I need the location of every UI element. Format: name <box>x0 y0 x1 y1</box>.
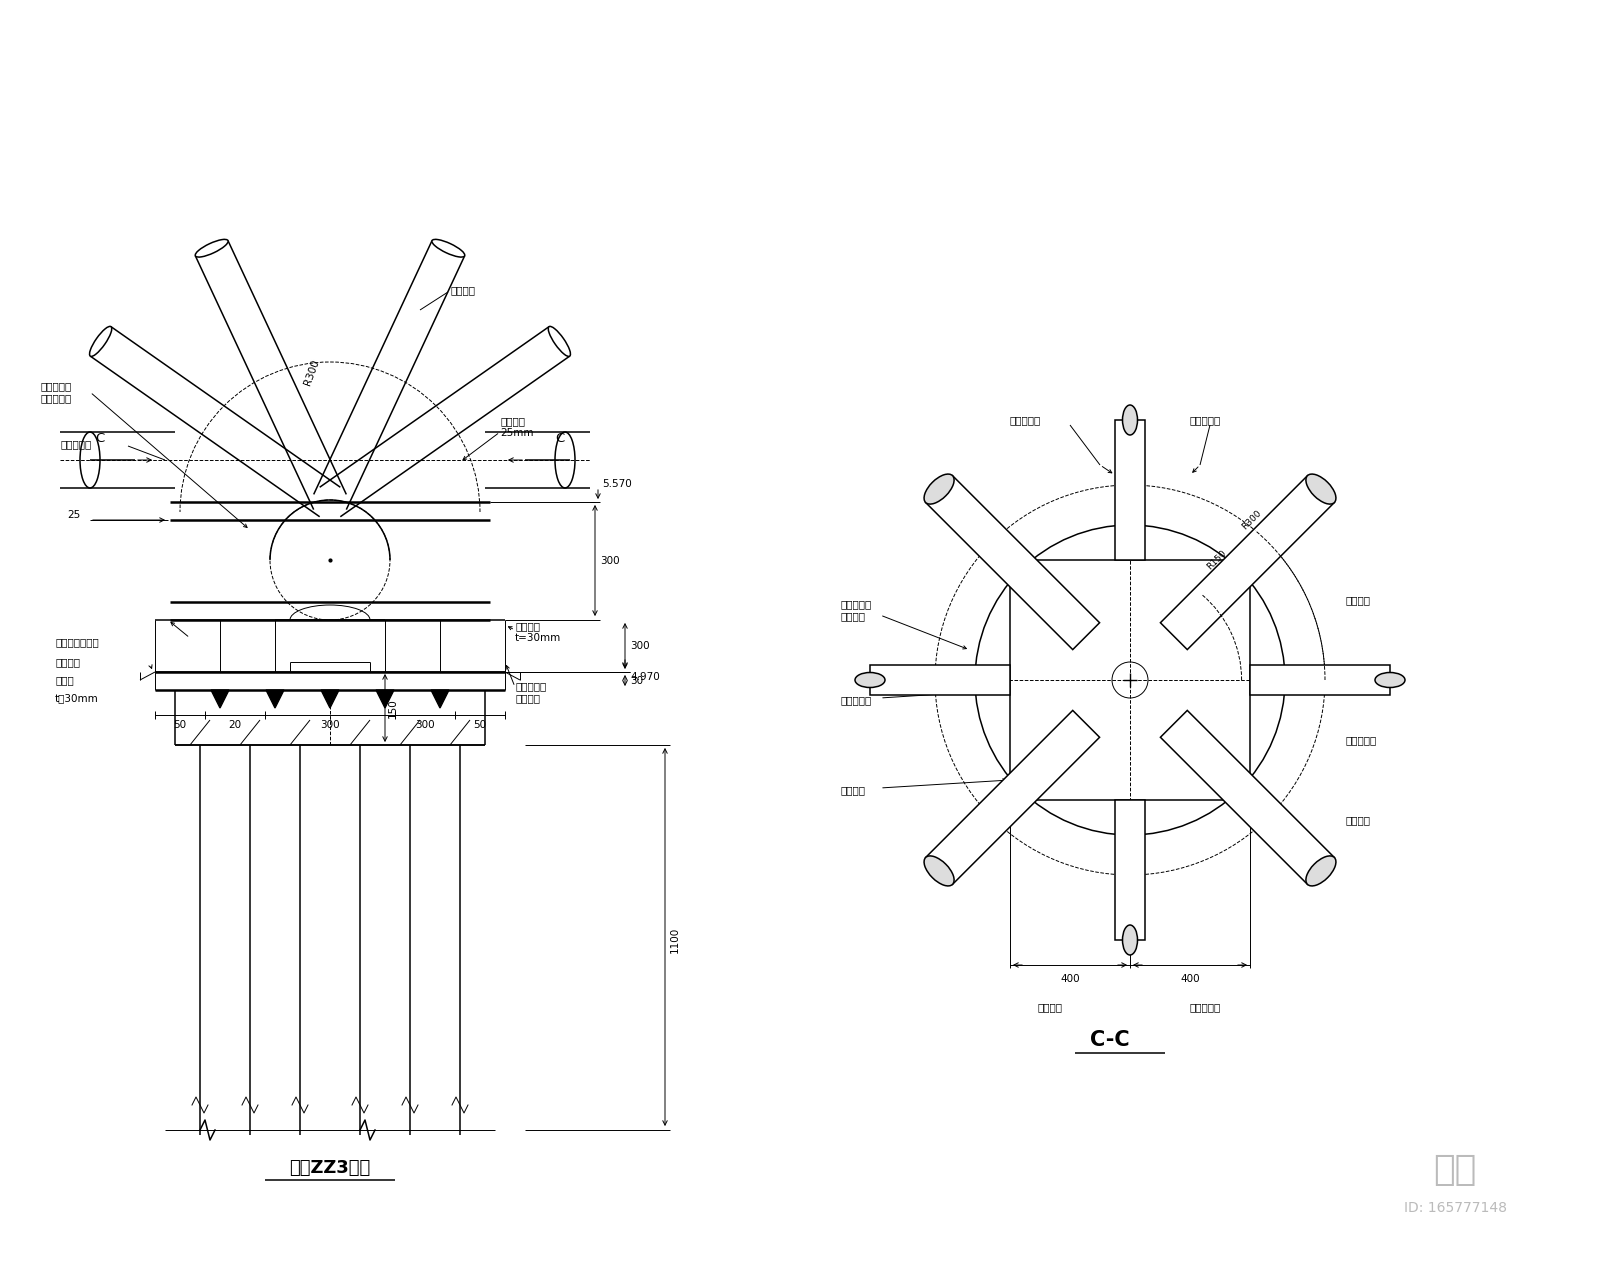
Text: C: C <box>96 431 104 444</box>
Polygon shape <box>1160 710 1334 884</box>
Text: 网架腹杆: 网架腹杆 <box>1346 815 1370 826</box>
Text: 网架下弦杆: 网架下弦杆 <box>1190 415 1221 425</box>
Text: 网架腹杆: 网架腹杆 <box>1037 1002 1062 1012</box>
Ellipse shape <box>1123 404 1138 435</box>
Ellipse shape <box>1374 672 1405 687</box>
Text: 知末: 知末 <box>1434 1153 1477 1187</box>
Polygon shape <box>322 690 339 708</box>
Text: t＝30mm: t＝30mm <box>54 692 99 703</box>
Ellipse shape <box>854 672 885 687</box>
Text: 300: 300 <box>414 719 435 730</box>
Text: 混凝土柱: 混凝土柱 <box>54 657 80 667</box>
Polygon shape <box>1160 476 1334 649</box>
Ellipse shape <box>1306 474 1336 504</box>
Text: 网架腹杆: 网架腹杆 <box>1346 595 1370 605</box>
Ellipse shape <box>1123 925 1138 955</box>
Ellipse shape <box>1306 856 1336 886</box>
Ellipse shape <box>925 474 954 504</box>
Ellipse shape <box>925 856 954 886</box>
Text: 内加强板
25mm: 内加强板 25mm <box>501 416 533 438</box>
Ellipse shape <box>432 239 464 257</box>
Text: R150: R150 <box>1205 549 1227 571</box>
Text: 削冠焊接球
球节点编号: 削冠焊接球 球节点编号 <box>40 381 72 403</box>
Text: 预埋板: 预埋板 <box>54 675 74 685</box>
Text: 150: 150 <box>389 699 398 718</box>
Ellipse shape <box>549 326 571 356</box>
Text: 网架腹杆: 网架腹杆 <box>450 285 475 294</box>
Ellipse shape <box>90 326 112 356</box>
Polygon shape <box>926 476 1099 649</box>
Polygon shape <box>376 690 394 708</box>
Polygon shape <box>870 666 1010 695</box>
Text: 400: 400 <box>1181 974 1200 984</box>
Text: 支座底板
t=30mm: 支座底板 t=30mm <box>515 621 562 643</box>
Text: R300: R300 <box>302 357 320 387</box>
Text: 支座ZZ3大样: 支座ZZ3大样 <box>290 1158 371 1178</box>
Text: 部分坡口角焊缝: 部分坡口角焊缝 <box>54 637 99 646</box>
Text: 网架下弦杆: 网架下弦杆 <box>1346 735 1376 745</box>
Polygon shape <box>266 690 285 708</box>
Text: 400: 400 <box>1061 974 1080 984</box>
Text: 1100: 1100 <box>670 927 680 954</box>
Text: 4.970: 4.970 <box>630 672 659 682</box>
Text: R300: R300 <box>1240 508 1262 531</box>
Text: 300: 300 <box>600 556 619 566</box>
Text: 支座底板: 支座底板 <box>840 785 866 795</box>
Polygon shape <box>211 690 229 708</box>
Text: 20: 20 <box>229 719 242 730</box>
Text: 固定型铰接
球形支座: 固定型铰接 球形支座 <box>515 681 546 703</box>
Polygon shape <box>1115 800 1146 940</box>
Text: 300: 300 <box>320 719 339 730</box>
Text: 50: 50 <box>474 719 486 730</box>
Text: 25: 25 <box>67 509 80 520</box>
Text: ID: 165777148: ID: 165777148 <box>1403 1201 1507 1215</box>
Text: 50: 50 <box>173 719 187 730</box>
Text: C-C: C-C <box>1090 1030 1130 1050</box>
Polygon shape <box>1250 666 1390 695</box>
Polygon shape <box>430 690 450 708</box>
Text: 网架下弦杆: 网架下弦杆 <box>840 695 872 705</box>
Text: 网架上弦杆: 网架上弦杆 <box>1010 415 1040 425</box>
Text: 网束下弦杆: 网束下弦杆 <box>1190 1002 1221 1012</box>
Text: 30: 30 <box>630 676 643 686</box>
Text: 5.570: 5.570 <box>602 479 632 489</box>
Text: 网架下弦杆: 网架下弦杆 <box>61 439 91 449</box>
Polygon shape <box>926 710 1099 884</box>
Bar <box>1010 561 1250 800</box>
Ellipse shape <box>195 239 229 257</box>
Text: 固定型铰接
球形支座: 固定型铰接 球形支座 <box>840 599 872 621</box>
Text: C: C <box>555 431 565 444</box>
Text: 300: 300 <box>630 641 650 652</box>
Polygon shape <box>1115 420 1146 561</box>
